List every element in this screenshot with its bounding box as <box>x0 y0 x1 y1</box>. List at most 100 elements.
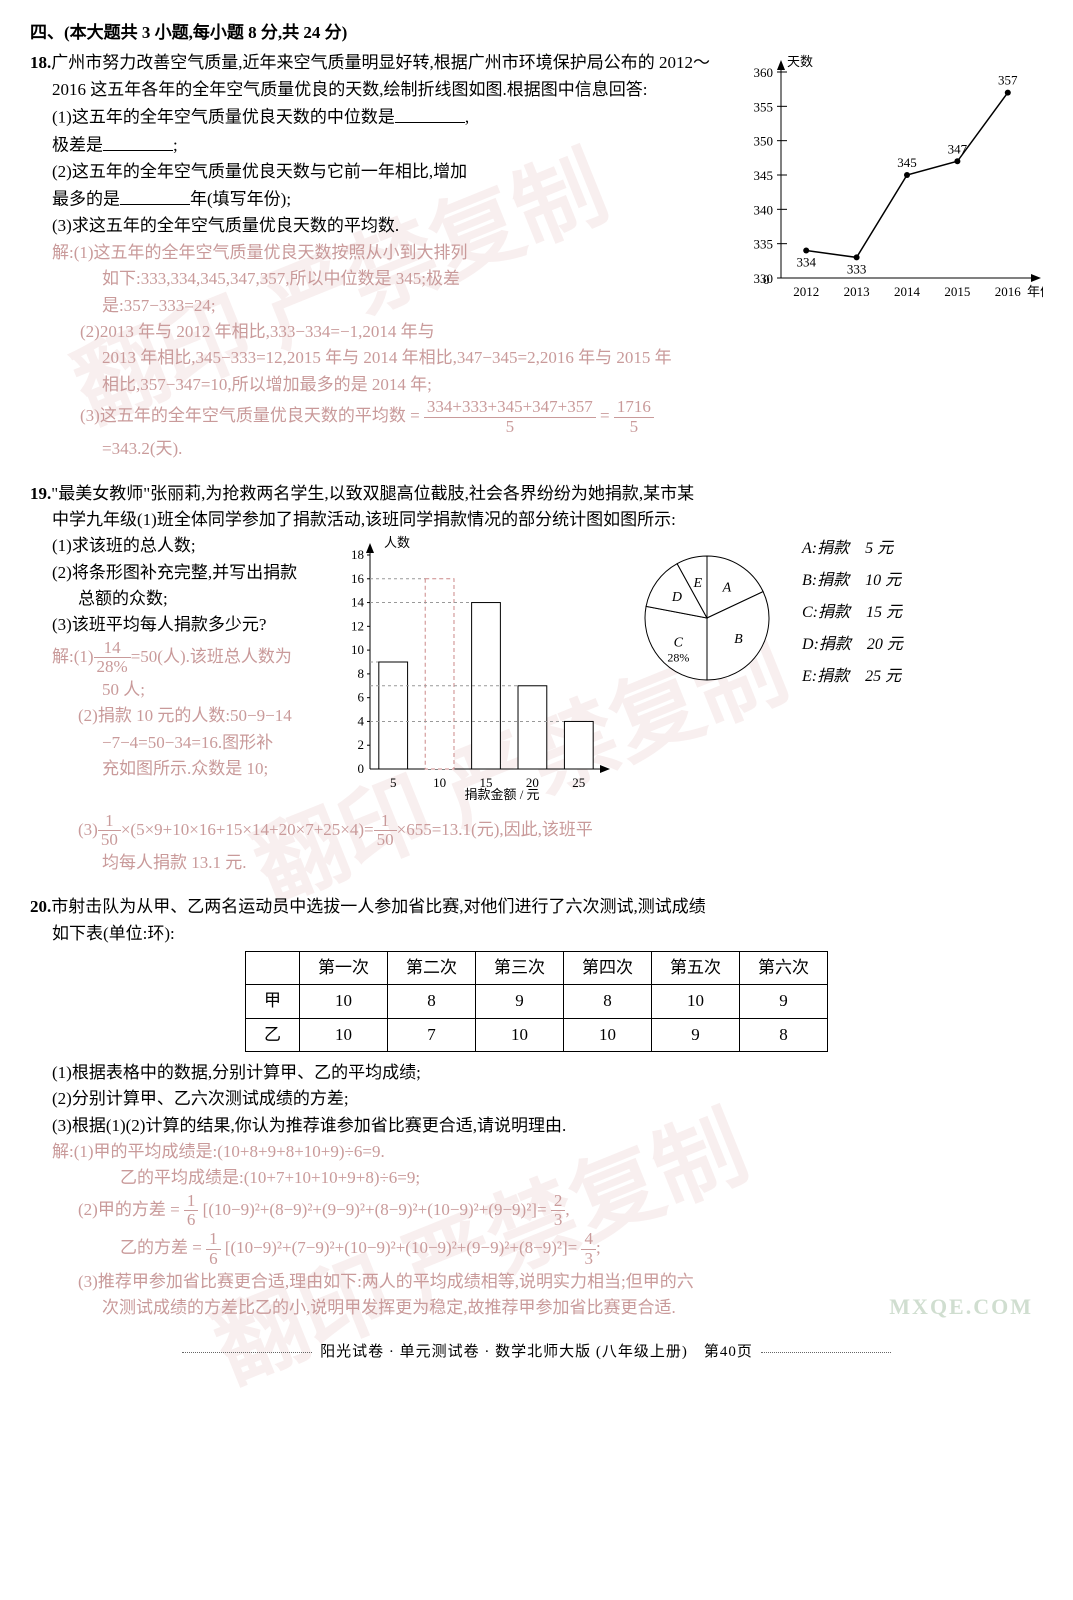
svg-text:10: 10 <box>433 775 446 790</box>
q19-sol1-end: 50 人; <box>52 677 322 703</box>
q18-p1d: ; <box>173 136 178 155</box>
q20-table: 第一次第二次第三次第四次第五次第六次甲10898109乙107101098 <box>245 951 828 1052</box>
q18-sol1b: 如下:333,334,345,347,357,所以中位数是 345;极差 <box>102 269 460 288</box>
blank <box>120 185 190 205</box>
svg-text:0: 0 <box>358 761 365 776</box>
svg-text:B: B <box>734 632 743 647</box>
q20-sol2b-mid: [(10−9)²+(7−9)²+(10−9)²+(10−9)²+(9−9)²+(… <box>225 1238 577 1257</box>
q19-p1: (1)求该班的总人数; <box>52 533 322 559</box>
svg-text:16: 16 <box>351 571 365 586</box>
q18-p2c: 年(填写年份); <box>190 190 291 209</box>
q19-sol2c: 充如图所示.众数是 10; <box>52 756 322 782</box>
q19-intro-2: 中学九年级(1)班全体同学参加了捐款活动,该班同学捐款情况的部分统计图如图所示: <box>52 510 676 529</box>
q18-sol3b: =343.2(天). <box>102 439 182 458</box>
svg-text:28%: 28% <box>667 651 689 665</box>
svg-text:357: 357 <box>998 73 1018 88</box>
q19-legend: A:捐款 5 元B:捐款 10 元C:捐款 15 元D:捐款 20 元E:捐款 … <box>802 533 903 693</box>
svg-text:2013: 2013 <box>844 284 870 299</box>
q18-sol2a: (2)2013 年与 2012 年相比,333−334=−1,2014 年与 <box>80 322 435 341</box>
q18-line-chart: 3303353403453503553600201220132014201520… <box>733 50 1043 318</box>
blank <box>103 131 173 151</box>
legend-item: B:捐款 10 元 <box>802 565 903 597</box>
q19-sol1-pre: 解:(1) <box>52 647 94 666</box>
q19-sol1-post: =50(人).该班总人数为 <box>131 647 292 666</box>
svg-text:10: 10 <box>351 642 364 657</box>
legend-item: C:捐款 15 元 <box>802 597 903 629</box>
q20-sol2a-pre: (2)甲的方差 = <box>78 1200 180 1219</box>
q20-sol3a: (3)推荐甲参加省比赛更合适,理由如下:两人的平均成绩相等,说明实力相当;但甲的… <box>30 1269 1043 1295</box>
q18-sol3a: (3)这五年的全年空气质量优良天数的平均数 = <box>80 406 420 425</box>
q19-p2b: 总额的众数; <box>52 586 322 612</box>
svg-text:2016: 2016 <box>995 284 1022 299</box>
q20-p3: (3)根据(1)(2)计算的结果,你认为推荐谁参加省比赛更合适,请说明理由. <box>30 1113 1043 1139</box>
svg-text:2015: 2015 <box>944 284 970 299</box>
q18-p1a: (1)这五年的全年空气质量优良天数的中位数是 <box>52 108 395 127</box>
section-heading: 四、(本大题共 3 小题,每小题 8 分,共 24 分) <box>30 20 1043 46</box>
q18-sol1c: 是:357−333=24; <box>102 296 216 315</box>
svg-text:天数: 天数 <box>787 54 813 69</box>
q18-sol1a: 解:(1)这五年的全年空气质量优良天数按照从小到大排列 <box>52 243 468 262</box>
fraction: 334+333+345+347+3575 <box>424 398 596 436</box>
svg-text:捐款金额 / 元: 捐款金额 / 元 <box>464 787 539 802</box>
page-footer: 阳光试卷 · 单元测试卷 · 数学北师大版 (八年级上册) 第40页 <box>30 1341 1043 1364</box>
q18-p2a: (2)这五年的全年空气质量优良天数与它前一年相比,增加 <box>52 162 467 181</box>
q19-sol3-mid: ×(5×9+10×16+15×14+20×7+25×4)= <box>121 820 374 839</box>
q20-p1: (1)根据表格中的数据,分别计算甲、乙的平均成绩; <box>30 1060 1043 1086</box>
svg-text:25: 25 <box>572 775 585 790</box>
q20-p2: (2)分别计算甲、乙六次测试成绩的方差; <box>30 1086 1043 1112</box>
svg-text:345: 345 <box>897 155 917 170</box>
question-18: 3303353403453503553600201220132014201520… <box>30 50 1043 462</box>
svg-text:347: 347 <box>948 142 968 157</box>
blank <box>395 103 465 123</box>
legend-item: E:捐款 25 元 <box>802 661 903 693</box>
q20-number: 20. <box>30 897 51 916</box>
svg-text:C: C <box>674 636 684 651</box>
svg-text:D: D <box>671 590 682 605</box>
fraction: 16 <box>206 1230 221 1268</box>
q18-p1b: , <box>465 108 469 127</box>
svg-text:350: 350 <box>754 134 774 149</box>
q19-sol3-pre: (3) <box>78 820 98 839</box>
q19-bar-chart: 246810121416180510152025人数捐款金额 / 元 <box>332 533 612 811</box>
eq: = <box>600 406 610 425</box>
q18-p3: (3)求这五年的全年空气质量优良天数的平均数. <box>52 216 399 235</box>
svg-text:0: 0 <box>763 272 770 287</box>
q19-p2a: (2)将条形图补充完整,并写出捐款 <box>52 560 322 586</box>
q20-sol1b: 乙的平均成绩是:(10+7+10+10+9+8)÷6=9; <box>30 1165 1043 1191</box>
svg-text:18: 18 <box>351 547 364 562</box>
svg-text:8: 8 <box>358 666 365 681</box>
svg-text:6: 6 <box>358 690 365 705</box>
q20-sol1a: 解:(1)甲的平均成绩是:(10+8+9+8+10+9)÷6=9. <box>30 1139 1043 1165</box>
q18-sol2b: 2013 年相比,345−333=12,2015 年与 2014 年相比,347… <box>102 348 672 367</box>
fraction: 23 <box>551 1192 566 1230</box>
legend-item: D:捐款 20 元 <box>802 629 903 661</box>
q18-intro-2: 2016 这五年各年的全年空气质量优良的天数,绘制折线图如图.根据图中信息回答: <box>52 80 647 99</box>
q18-number: 18. <box>30 53 51 72</box>
fraction: 43 <box>581 1230 596 1268</box>
question-20: 20.市射击队为从甲、乙两名运动员中选拔一人参加省比赛,对他们进行了六次测试,测… <box>30 894 1043 1321</box>
svg-text:人数: 人数 <box>384 535 410 550</box>
q20-sol2b-pre: 乙的方差 = <box>120 1238 202 1257</box>
fraction: 1428% <box>94 639 131 677</box>
svg-text:4: 4 <box>358 714 365 729</box>
svg-text:A: A <box>722 581 732 596</box>
q19-pie-chart: A B C28% DE <box>622 533 792 721</box>
svg-text:355: 355 <box>754 100 774 115</box>
svg-text:年份: 年份 <box>1027 284 1043 299</box>
svg-text:14: 14 <box>351 595 365 610</box>
svg-text:345: 345 <box>754 168 774 183</box>
q19-p3: (3)该班平均每人捐款多少元? <box>52 612 322 638</box>
svg-text:5: 5 <box>390 775 397 790</box>
svg-text:333: 333 <box>847 262 867 277</box>
q18-sol2c: 相比,357−347=10,所以增加最多的是 2014 年; <box>102 375 432 394</box>
svg-text:2014: 2014 <box>894 284 921 299</box>
fraction: 17165 <box>614 398 654 436</box>
svg-text:E: E <box>692 576 702 591</box>
fraction: 150 <box>98 812 121 850</box>
q19-sol3-end: 均每人捐款 13.1 元. <box>30 850 1043 876</box>
q18-intro-1: 广州市努力改善空气质量,近年来空气质量明显好转,根据广州市环境保护局公布的 20… <box>51 53 710 72</box>
question-19: 19."最美女教师"张丽莉,为抢救两名学生,以致双腿高位截肢,社会各界纷纷为她捐… <box>30 481 1043 877</box>
q20-sol2a-mid: [(10−9)²+(8−9)²+(9−9)²+(8−9)²+(10−9)²+(9… <box>203 1200 547 1219</box>
q19-sol2b: −7−4=50−34=16.图形补 <box>52 730 322 756</box>
svg-text:12: 12 <box>351 619 364 634</box>
